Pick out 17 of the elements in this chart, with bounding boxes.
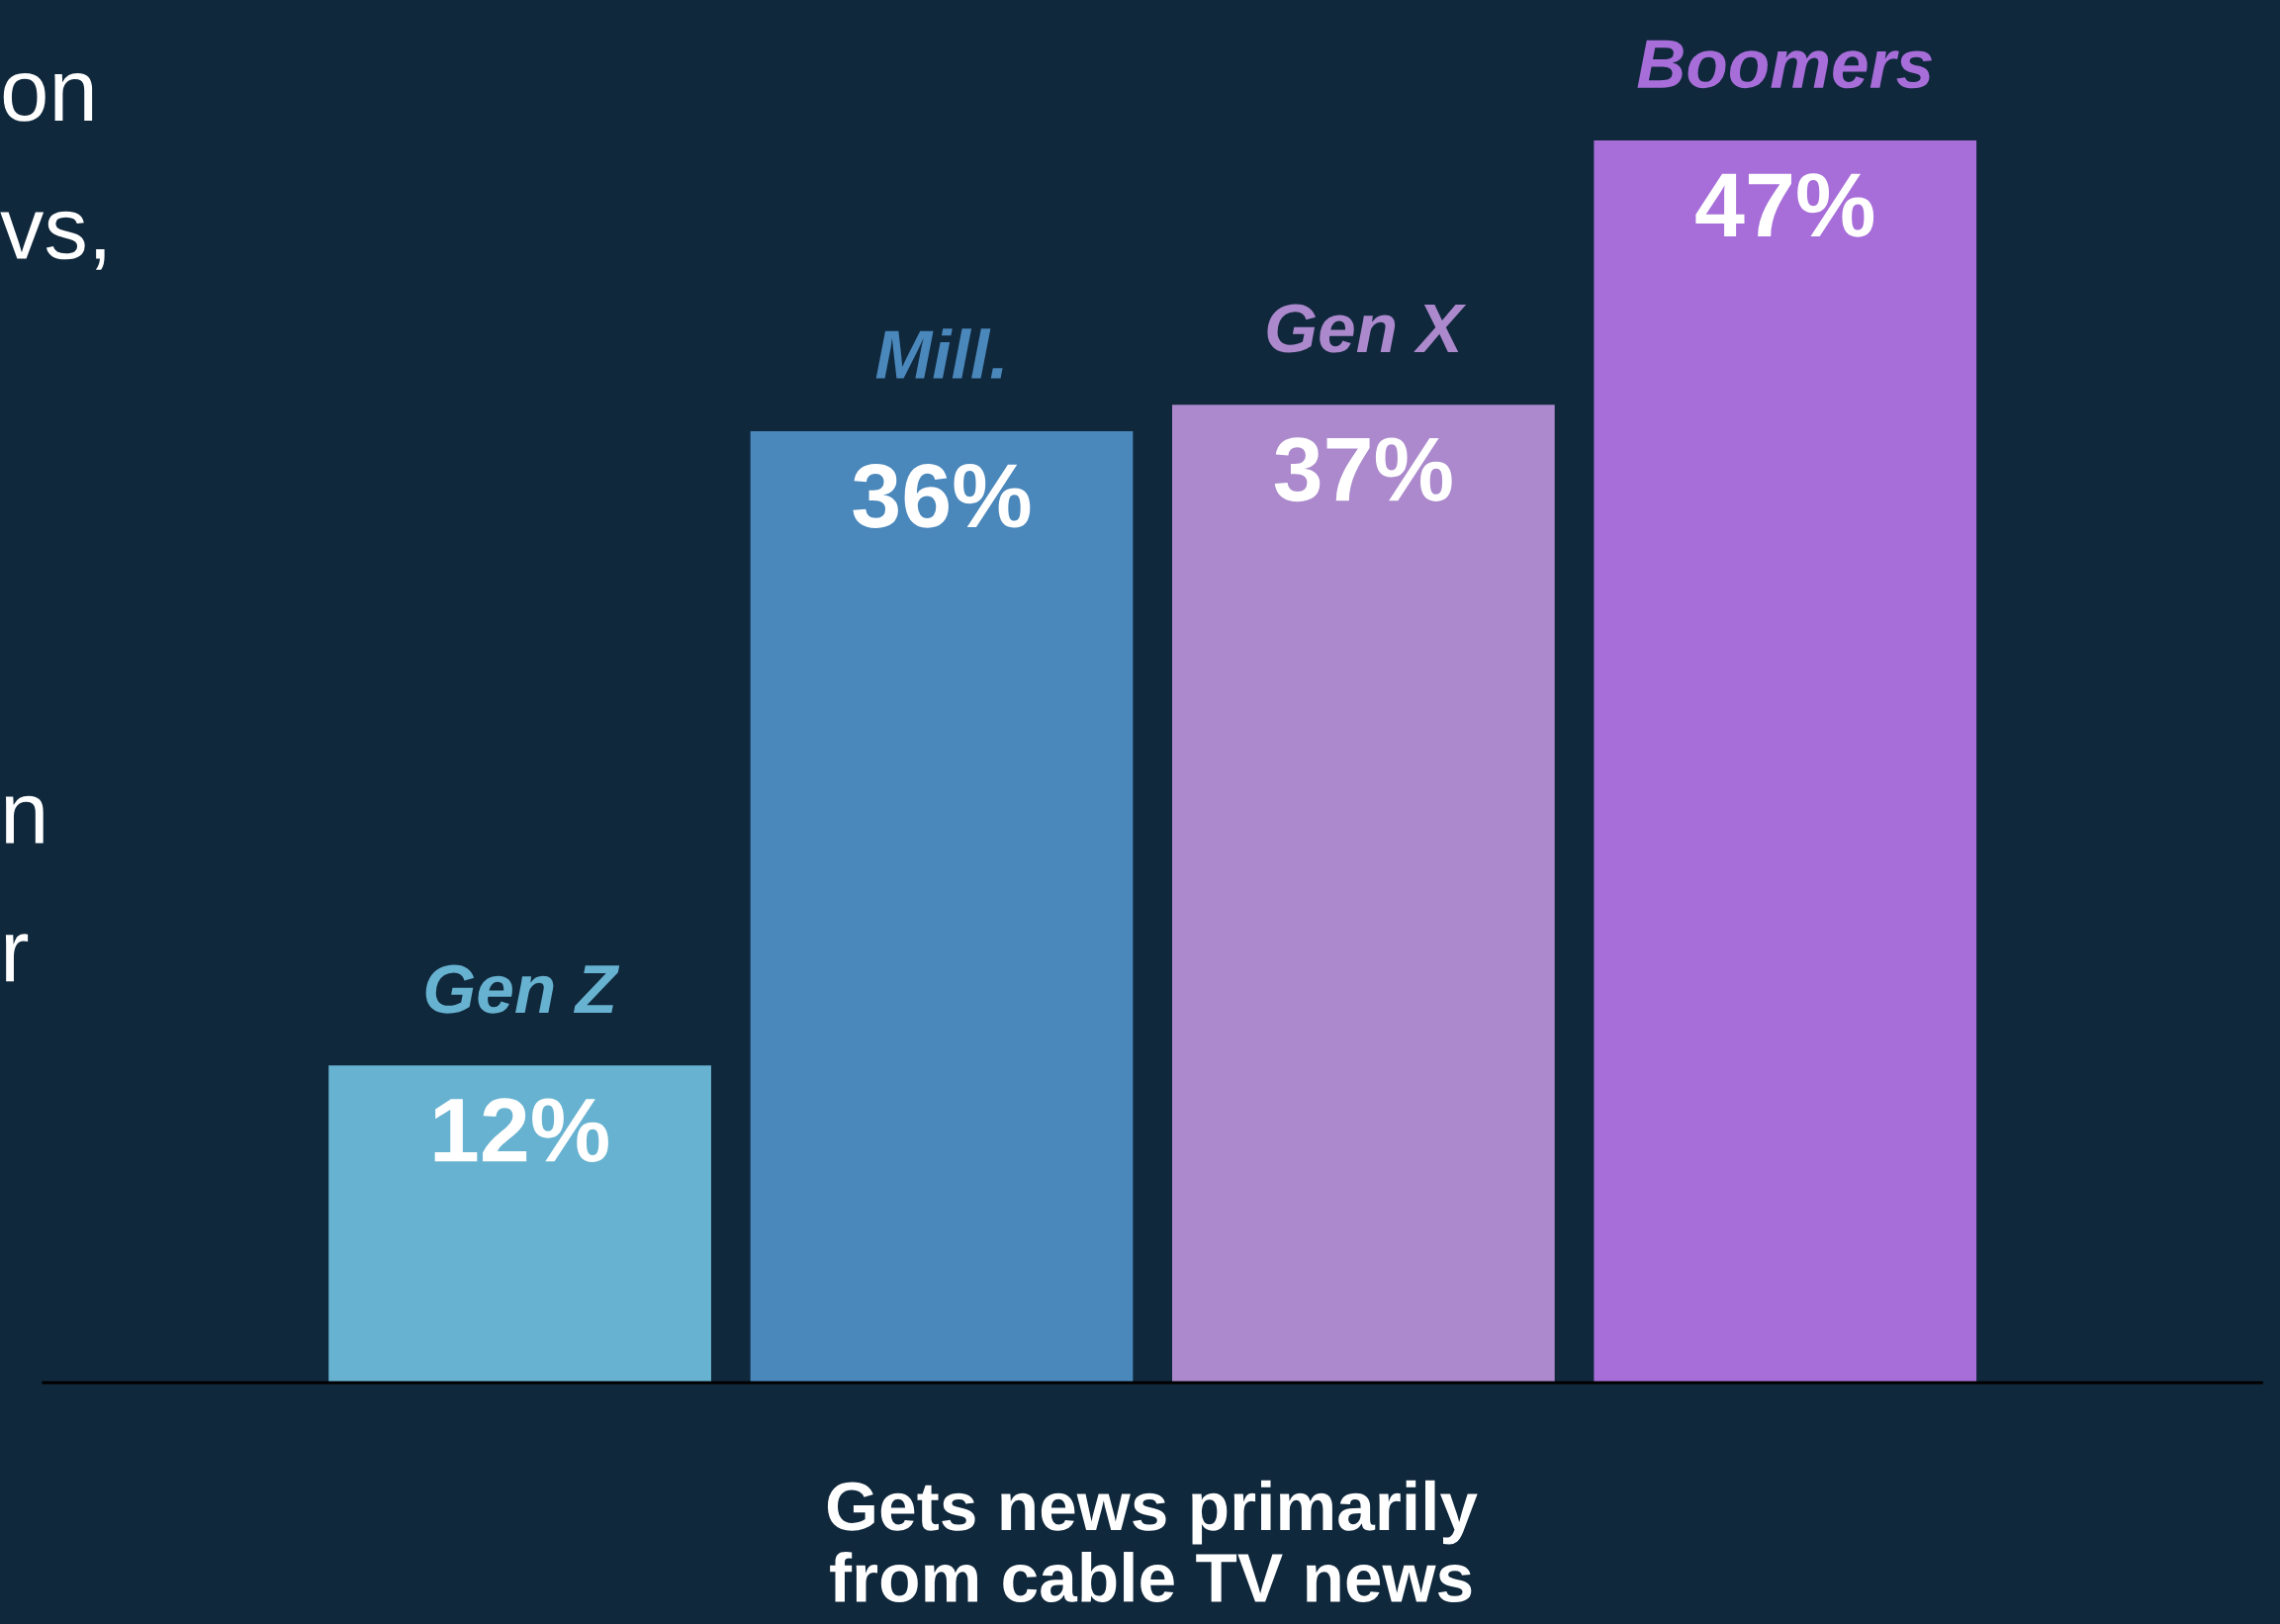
x-axis-title: Gets news primarily from cable TV news [827,1480,1478,1603]
text: n [5,795,44,844]
x-tick-label: Gen X [1267,304,1467,353]
annotation: vs, [0,211,105,270]
x-tick-label: Boomers [1637,40,1932,89]
text: r [5,934,29,982]
text: on [3,73,93,122]
data-label: 37% [1274,437,1452,502]
data-label: 12% [434,1098,608,1162]
x-tick-label: Mill. [875,328,1003,379]
bar [1172,405,1555,1383]
data-label: 47% [1695,173,1874,237]
x-tick-label: Gen Z [425,964,620,1014]
bar [750,430,1134,1383]
data-label: 36% [853,463,1031,528]
bar [1594,139,1977,1383]
bar [328,1065,711,1383]
